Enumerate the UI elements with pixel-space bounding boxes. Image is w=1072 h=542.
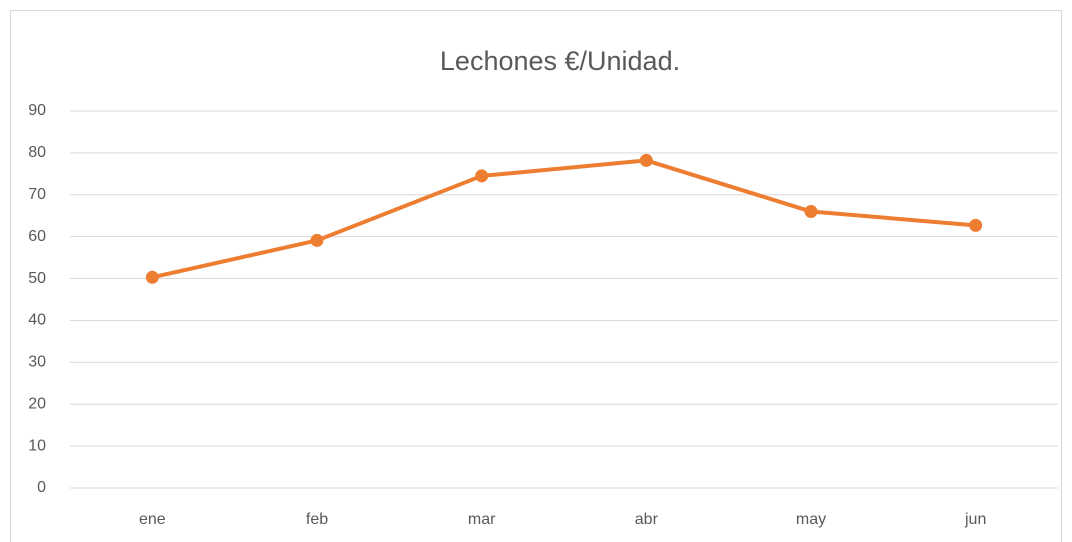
y-tick-label: 0 — [37, 479, 46, 496]
chart-border — [10, 10, 1062, 542]
x-tick-label: mar — [468, 511, 496, 528]
y-tick-label: 70 — [28, 186, 46, 203]
marker — [639, 153, 653, 167]
y-tick-label: 50 — [28, 270, 46, 287]
x-tick-label: ene — [139, 511, 166, 528]
x-tick-label: feb — [306, 511, 328, 528]
y-tick-label: 60 — [28, 228, 46, 245]
x-tick-label: jun — [964, 511, 986, 528]
chart-title: Lechones €/Unidad. — [440, 46, 680, 76]
y-tick-label: 80 — [28, 144, 46, 161]
y-tick-label: 20 — [28, 395, 46, 412]
y-tick-label: 10 — [28, 437, 46, 454]
line — [150, 158, 978, 280]
marker — [145, 270, 159, 284]
y-tick-label: 40 — [28, 312, 46, 329]
marker — [310, 233, 324, 247]
y-tick-label: 90 — [28, 102, 46, 119]
y-tick-label: 30 — [28, 354, 46, 371]
marker — [804, 205, 818, 219]
x-tick-label: may — [796, 511, 826, 528]
x-tick-label: abr — [635, 511, 659, 528]
marker — [475, 169, 489, 183]
marker — [969, 218, 983, 232]
